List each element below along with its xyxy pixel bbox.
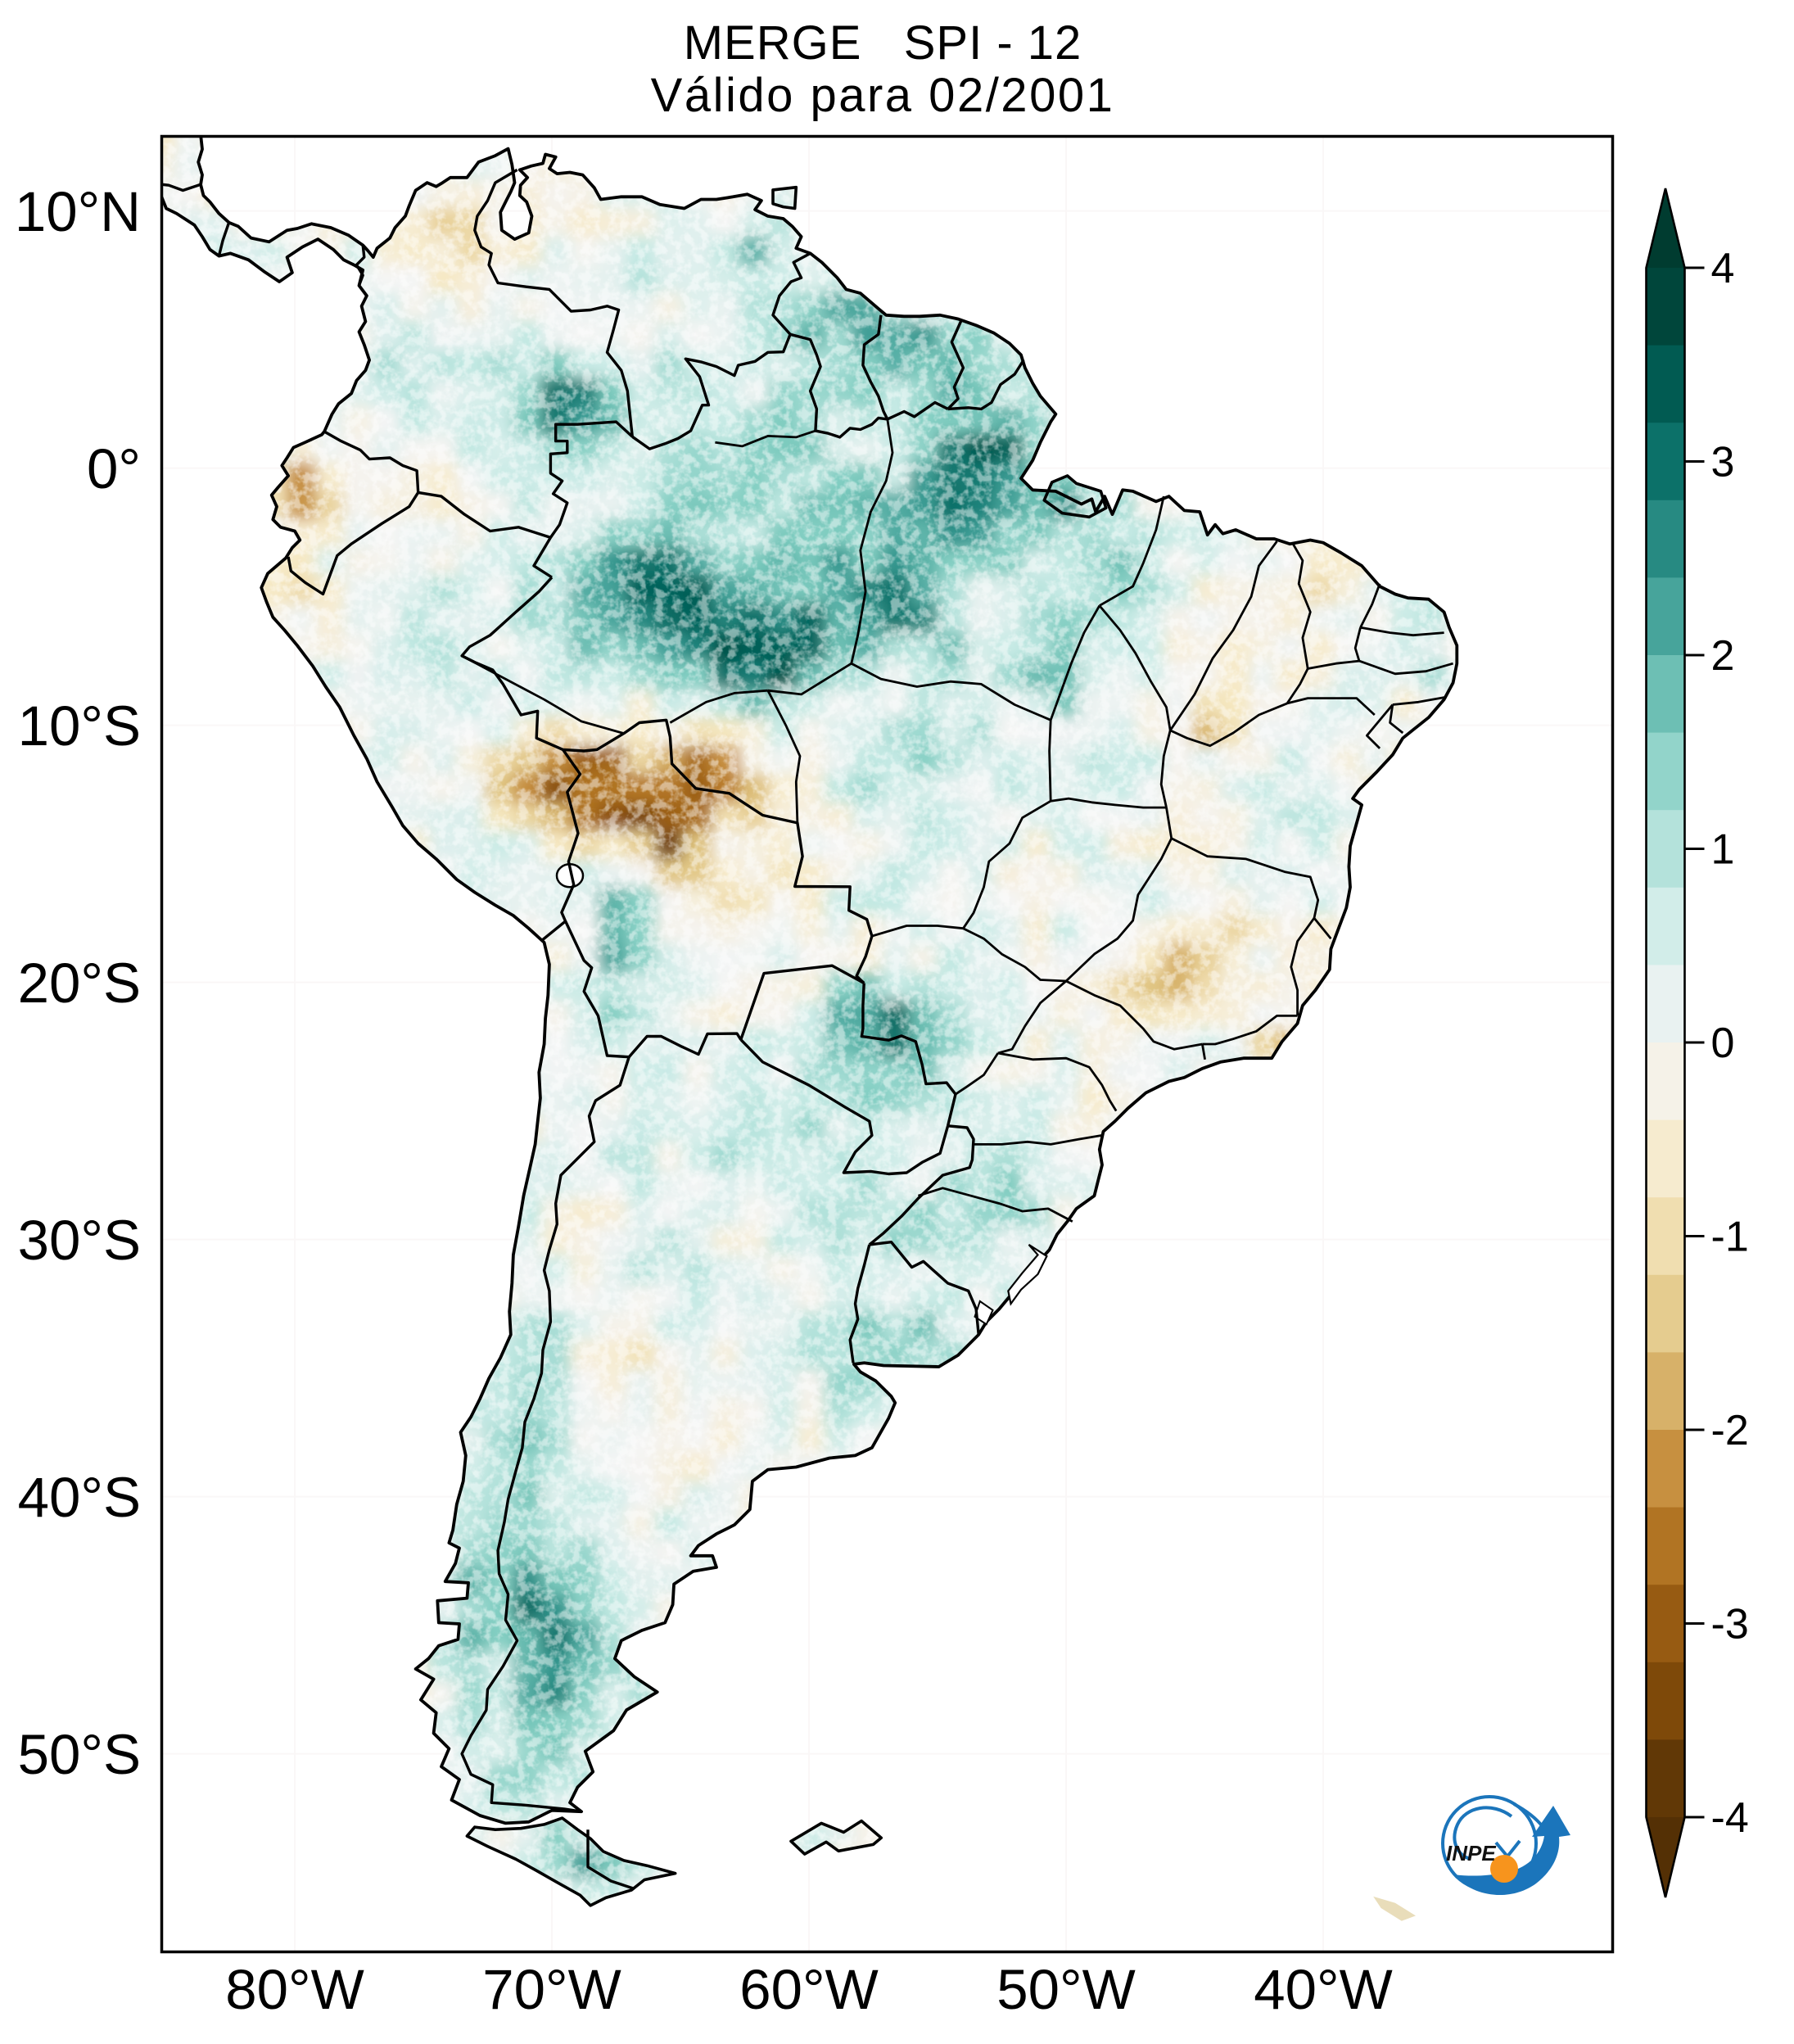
svg-text:Válido para 02/2001: Válido para 02/2001 xyxy=(651,69,1115,122)
svg-text:-3: -3 xyxy=(1711,1601,1749,1648)
svg-text:-1: -1 xyxy=(1711,1214,1749,1261)
svg-text:80°W: 80°W xyxy=(225,1958,364,2021)
svg-text:60°W: 60°W xyxy=(739,1958,878,2021)
svg-text:1: 1 xyxy=(1711,826,1735,874)
svg-text:50°S: 50°S xyxy=(18,1723,141,1786)
svg-text:4: 4 xyxy=(1711,245,1735,292)
svg-text:MERGE SPI - 12: MERGE SPI - 12 xyxy=(684,16,1082,70)
svg-text:10°N: 10°N xyxy=(15,180,141,243)
svg-text:-4: -4 xyxy=(1711,1794,1749,1842)
svg-text:20°S: 20°S xyxy=(18,952,141,1015)
svg-text:40°W: 40°W xyxy=(1254,1958,1392,2021)
svg-text:-2: -2 xyxy=(1711,1407,1749,1454)
svg-text:0: 0 xyxy=(1711,1020,1735,1067)
svg-text:2: 2 xyxy=(1711,632,1735,680)
svg-text:0°: 0° xyxy=(87,437,141,500)
svg-text:40°S: 40°S xyxy=(18,1466,141,1529)
svg-text:70°W: 70°W xyxy=(482,1958,621,2021)
svg-text:30°S: 30°S xyxy=(18,1209,141,1272)
svg-text:10°S: 10°S xyxy=(18,694,141,757)
svg-text:3: 3 xyxy=(1711,439,1735,486)
svg-text:INPE: INPE xyxy=(1446,1841,1496,1865)
svg-text:50°W: 50°W xyxy=(996,1958,1135,2021)
